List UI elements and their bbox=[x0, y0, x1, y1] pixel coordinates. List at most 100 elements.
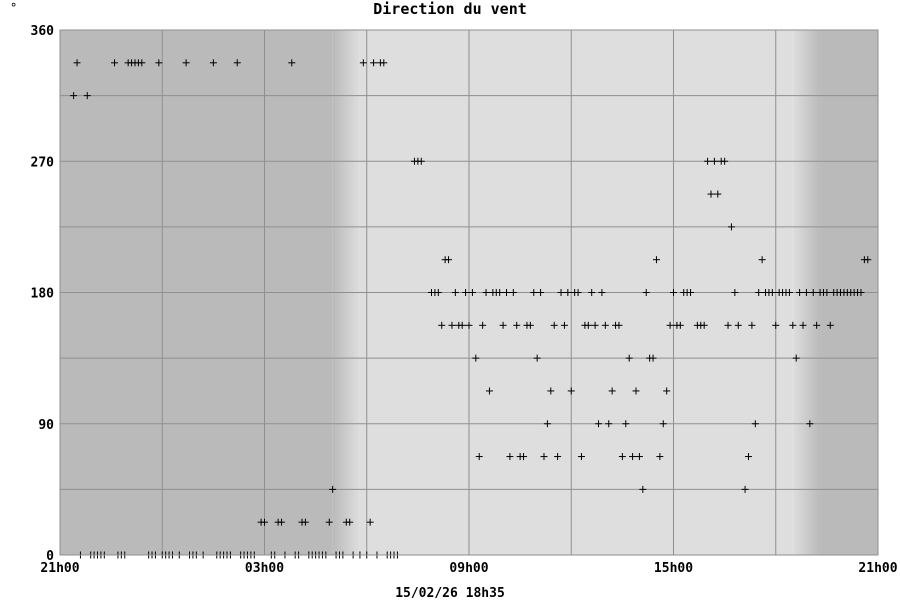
x-tick-label: 21h00 bbox=[858, 561, 897, 576]
data-point bbox=[526, 321, 534, 329]
y-tick-label: 360 bbox=[31, 24, 55, 39]
data-point bbox=[560, 321, 568, 329]
y-tick-label: 0 bbox=[46, 549, 54, 564]
data-point bbox=[111, 59, 119, 67]
data-point bbox=[724, 321, 732, 329]
data-point bbox=[564, 289, 572, 296]
timestamp-label: 15/02/26 18h35 bbox=[395, 586, 505, 600]
data-point bbox=[554, 453, 562, 461]
data-point bbox=[434, 289, 442, 296]
data-point bbox=[468, 289, 476, 296]
data-point bbox=[329, 485, 337, 493]
data-point bbox=[366, 518, 374, 526]
data-point bbox=[577, 453, 585, 461]
data-point bbox=[482, 289, 490, 296]
data-point bbox=[656, 453, 664, 461]
y-axis-tick-labels: 0 90 180 270 360 bbox=[31, 24, 55, 564]
data-point bbox=[557, 289, 565, 296]
data-point bbox=[83, 92, 91, 100]
data-point bbox=[796, 289, 804, 296]
data-point bbox=[721, 157, 729, 165]
data-point bbox=[748, 321, 756, 329]
data-point bbox=[700, 321, 708, 329]
data-point bbox=[598, 289, 606, 296]
x-tick-label: 21h00 bbox=[40, 561, 79, 576]
data-point bbox=[448, 321, 456, 329]
data-point bbox=[465, 321, 473, 329]
data-point bbox=[537, 289, 545, 296]
data-point bbox=[417, 157, 425, 165]
data-point bbox=[642, 289, 650, 296]
data-point bbox=[710, 157, 718, 165]
data-point bbox=[591, 321, 599, 329]
chart-title: Direction du vent bbox=[373, 0, 527, 18]
data-point bbox=[622, 420, 630, 428]
data-point bbox=[707, 190, 715, 198]
data-point bbox=[649, 354, 657, 362]
data-point bbox=[370, 59, 378, 67]
data-point bbox=[809, 289, 817, 296]
data-point bbox=[704, 157, 712, 165]
data-point bbox=[73, 59, 81, 67]
y-tick-label: 90 bbox=[38, 418, 54, 433]
data-point bbox=[506, 453, 514, 461]
data-point bbox=[496, 289, 504, 296]
data-point bbox=[278, 518, 286, 526]
data-point bbox=[462, 289, 470, 296]
y-tick-label: 180 bbox=[31, 287, 55, 302]
y-unit-label: ° bbox=[10, 1, 17, 15]
data-point bbox=[588, 289, 596, 296]
data-point bbox=[823, 289, 831, 296]
data-point bbox=[182, 59, 190, 67]
data-point bbox=[540, 453, 548, 461]
data-point bbox=[768, 289, 776, 296]
data-point bbox=[663, 387, 671, 395]
data-point bbox=[595, 420, 603, 428]
data-point bbox=[513, 321, 521, 329]
data-point bbox=[301, 518, 309, 526]
data-point bbox=[687, 289, 695, 296]
data-point bbox=[543, 420, 551, 428]
data-point bbox=[629, 453, 637, 461]
data-point bbox=[864, 256, 872, 264]
data-point bbox=[714, 190, 722, 198]
data-point bbox=[755, 289, 763, 296]
data-point bbox=[792, 354, 800, 362]
data-point bbox=[744, 453, 752, 461]
data-point bbox=[380, 59, 388, 67]
data-point bbox=[857, 289, 865, 296]
data-point bbox=[138, 59, 146, 67]
data-point bbox=[659, 420, 667, 428]
data-point bbox=[445, 256, 453, 264]
data-point bbox=[731, 289, 739, 296]
data-point bbox=[547, 387, 555, 395]
x-tick-label: 09h00 bbox=[449, 561, 488, 576]
data-point bbox=[359, 59, 367, 67]
data-point bbox=[155, 59, 163, 67]
data-point bbox=[785, 289, 793, 296]
data-point bbox=[472, 354, 480, 362]
data-point bbox=[233, 59, 241, 67]
data-point bbox=[625, 354, 633, 362]
data-point bbox=[799, 321, 807, 329]
data-point bbox=[789, 321, 797, 329]
data-point bbox=[639, 485, 647, 493]
data-point bbox=[499, 321, 507, 329]
data-point bbox=[479, 321, 487, 329]
data-point bbox=[520, 453, 528, 461]
data-point bbox=[615, 321, 623, 329]
data-point bbox=[209, 59, 217, 67]
data-point bbox=[751, 420, 759, 428]
data-point bbox=[584, 321, 592, 329]
data-point bbox=[802, 289, 810, 296]
data-point bbox=[601, 321, 609, 329]
data-point bbox=[618, 453, 626, 461]
data-point bbox=[758, 256, 766, 264]
data-point bbox=[635, 453, 643, 461]
data-point bbox=[772, 321, 780, 329]
data-point bbox=[485, 387, 493, 395]
plot-frame bbox=[59, 29, 879, 556]
data-point bbox=[727, 223, 735, 231]
data-point bbox=[741, 485, 749, 493]
